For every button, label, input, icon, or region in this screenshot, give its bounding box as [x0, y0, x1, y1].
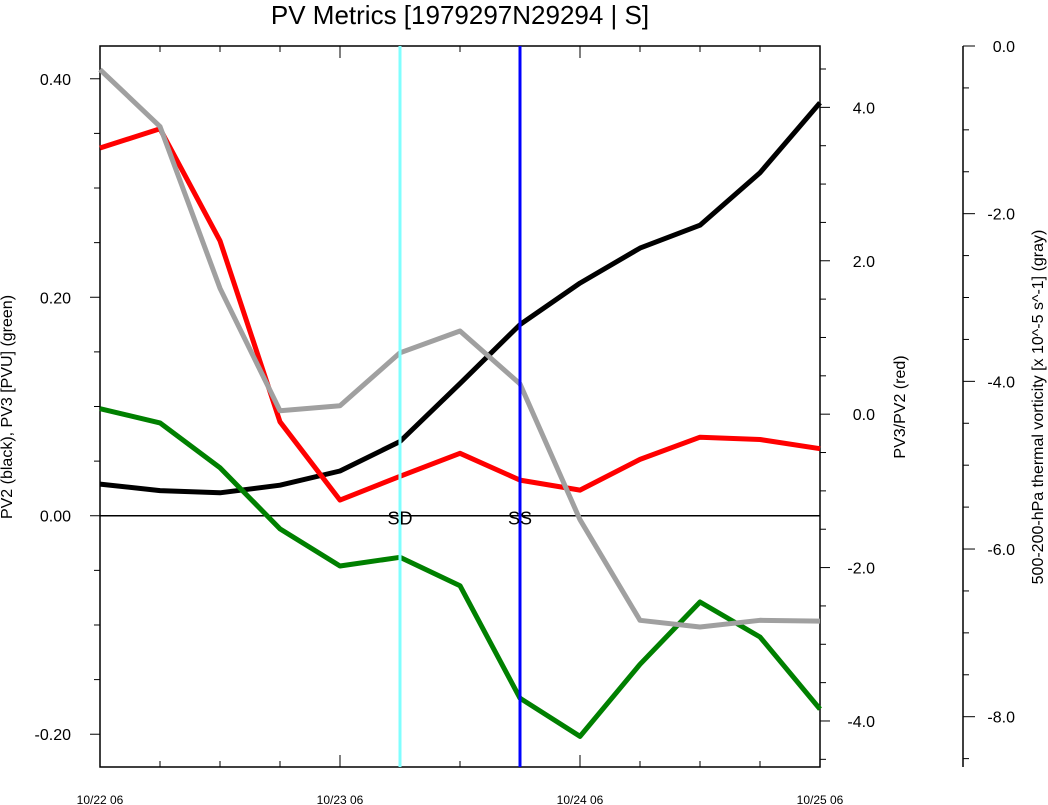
- series-line-0: [99, 101, 822, 496]
- left-tick-label: 0.40: [40, 72, 71, 89]
- chart-series: [98, 67, 822, 739]
- right-tick-label: 2.0: [853, 254, 875, 271]
- series-line-2: [99, 126, 821, 503]
- x-tick-label: 10/22 06: [77, 793, 124, 805]
- far-right-tick-label: 0.0: [993, 39, 1015, 56]
- far-right-tick-label: -8.0: [987, 710, 1015, 727]
- far-right-axis-label: 500-200-hPa thermal vorticity [x 10^-5 s…: [1030, 230, 1047, 585]
- left-tick-label: -0.20: [35, 727, 72, 744]
- right-tick-label: 0.0: [853, 407, 875, 424]
- chart-title: PV Metrics [1979297N29294 | S]: [271, 0, 649, 30]
- right-tick-label: -4.0: [847, 714, 875, 731]
- plot-frame: [99, 45, 821, 768]
- right-axis-label: PV3/PV2 (red): [892, 355, 909, 458]
- series-line-3: [98, 67, 821, 630]
- chart-axes: 10/22 06 10/23 06 10/24 06 10/25 06 0.40 0.20…: [35, 39, 1016, 805]
- right-tick-label: 4.0: [853, 100, 875, 117]
- far-right-tick-label: -2.0: [987, 207, 1015, 224]
- right-tick-label: -2.0: [847, 561, 875, 578]
- left-tick-label: 0.20: [40, 290, 71, 307]
- far-right-tick-label: -6.0: [987, 542, 1015, 559]
- far-right-tick-label: -4.0: [987, 374, 1015, 391]
- x-tick-label: 10/23 06: [317, 793, 364, 805]
- x-tick-label: 10/25 06: [797, 793, 844, 805]
- event-label-ss: SS: [508, 509, 532, 529]
- left-axis-label: PV2 (black), PV3 [PVU] (green): [0, 295, 16, 519]
- event-label-sd: SD: [387, 509, 412, 529]
- x-tick-label: 10/24 06: [557, 793, 604, 805]
- left-tick-label: 0.00: [40, 509, 71, 526]
- chart-annotations: SD SS: [387, 46, 532, 767]
- series-line-1: [99, 406, 822, 739]
